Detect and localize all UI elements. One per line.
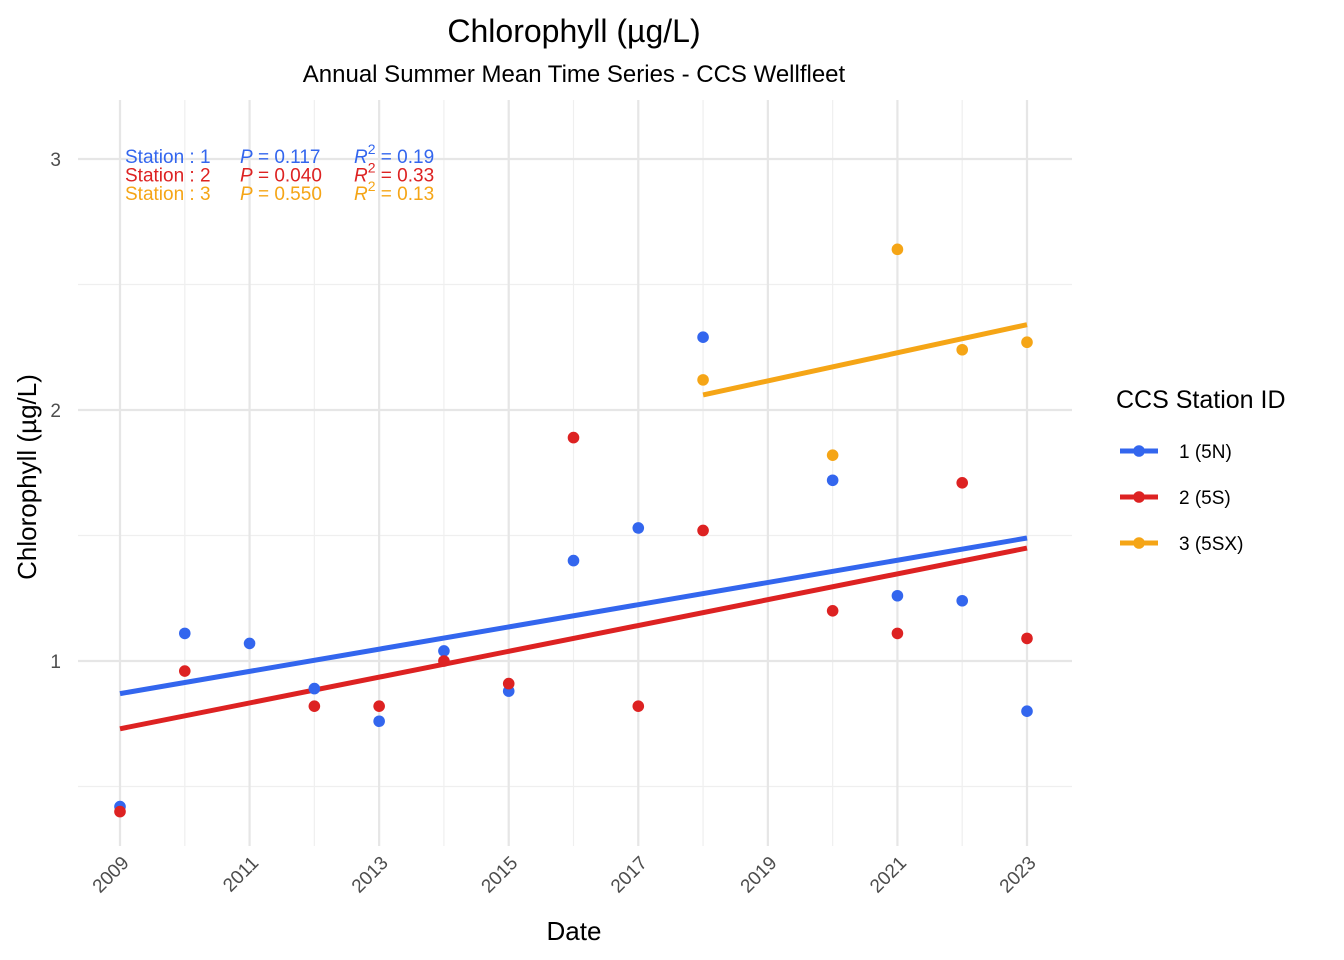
legend: CCS Station ID 1 (5N) 2 (5S) 3 (5SX)	[1116, 386, 1286, 555]
data-point-station-3	[697, 374, 709, 386]
trend-line-2	[119, 545, 1028, 732]
legend-title: CCS Station ID	[1116, 386, 1286, 414]
data-point-station-3	[1021, 336, 1033, 349]
p-symbol: P	[240, 166, 253, 187]
grid	[78, 100, 1072, 846]
data-point-station-2	[114, 805, 126, 818]
x-tick-label: 2019	[737, 853, 782, 898]
data-point-station-1	[438, 645, 450, 657]
p-value: = 0.040	[253, 166, 322, 187]
p-symbol: P	[240, 184, 253, 205]
y-tick-label: 3	[50, 150, 61, 171]
stat-r2-value: R2 = 0.33	[354, 160, 434, 187]
data-point-station-3	[891, 243, 904, 256]
data-point-station-1	[243, 637, 256, 650]
x-tick-label: 2015	[478, 853, 523, 898]
r-symbol: R	[354, 166, 368, 187]
data-point-station-1	[373, 715, 385, 728]
p-value: = 0.550	[253, 184, 322, 205]
trend-line-1	[119, 535, 1028, 697]
chart-title: Chlorophyll (µg/L)	[447, 13, 700, 49]
data-point-station-2	[178, 665, 191, 677]
legend-item-2: 2 (5S)	[1120, 488, 1231, 509]
data-point-station-1	[956, 594, 969, 607]
stat-p-value: P = 0.117	[240, 147, 320, 168]
y-tick-label: 1	[50, 652, 61, 673]
legend-item-3: 3 (5SX)	[1120, 534, 1243, 555]
chart-subtitle: Annual Summer Mean Time Series - CCS Wel…	[303, 61, 846, 88]
x-axis-ticks: 2009 2011 2013 2015 2017 2019 2021 2023	[89, 853, 1041, 898]
data-point-station-2	[697, 524, 709, 537]
stat-annotation-station-2: Station : 2 P = 0.040 R2 = 0.33	[125, 160, 434, 187]
stat-station-label: Station : 2	[125, 166, 211, 187]
p-value: = 0.117	[253, 147, 321, 168]
data-point-station-2	[502, 677, 515, 690]
r-exponent: 2	[368, 160, 376, 176]
legend-key-point	[1133, 491, 1145, 503]
trend-line-3	[702, 322, 1028, 398]
data-point-station-1	[1021, 705, 1033, 717]
data-point-station-2	[567, 431, 580, 444]
x-tick-label: 2011	[219, 853, 263, 897]
y-tick-label: 2	[50, 401, 61, 422]
trend-lines	[119, 322, 1028, 732]
data-point-station-1	[567, 554, 580, 567]
legend-label: 3 (5SX)	[1179, 534, 1243, 555]
legend-label: 2 (5S)	[1179, 488, 1231, 509]
legend-item-1: 1 (5N)	[1120, 442, 1232, 463]
stat-annotation-station-3: Station : 3 P = 0.550 R2 = 0.13	[125, 178, 434, 205]
r2-value: = 0.19	[376, 147, 435, 168]
x-tick-label: 2017	[607, 853, 652, 898]
data-point-station-2	[891, 627, 904, 640]
data-point-station-1	[178, 627, 191, 640]
r-symbol: R	[354, 147, 368, 168]
data-point-station-1	[308, 682, 321, 695]
data-point-station-2	[1021, 632, 1033, 645]
r-exponent: 2	[368, 178, 376, 194]
legend-key-point	[1133, 445, 1145, 457]
data-point-station-2	[438, 655, 450, 667]
legend-label: 1 (5N)	[1179, 442, 1232, 463]
data-point-station-3	[956, 343, 969, 356]
data-point-station-1	[697, 331, 709, 344]
data-point-station-2	[956, 476, 969, 489]
stat-p-value: P = 0.550	[240, 184, 322, 205]
data-points	[114, 243, 1033, 818]
data-point-station-2	[632, 700, 645, 712]
data-point-station-2	[373, 700, 385, 712]
data-point-station-1	[632, 522, 645, 534]
r2-value: = 0.33	[376, 166, 435, 187]
stat-station-label: Station : 1	[125, 147, 211, 168]
r-exponent: 2	[368, 141, 376, 157]
data-point-station-1	[826, 474, 839, 487]
data-point-station-2	[308, 700, 321, 712]
stat-r2-value: R2 = 0.19	[354, 141, 434, 168]
x-axis-title: Date	[547, 916, 602, 946]
stat-p-value: P = 0.040	[240, 166, 322, 187]
y-axis-title: Chlorophyll (µg/L)	[12, 374, 42, 580]
x-tick-label: 2021	[866, 853, 911, 898]
r-symbol: R	[354, 184, 368, 205]
stat-annotation-station-1: Station : 1 P = 0.117 R2 = 0.19	[125, 141, 434, 168]
x-tick-label: 2009	[89, 853, 134, 898]
stat-r2-value: R2 = 0.13	[354, 178, 434, 205]
x-tick-label: 2023	[996, 853, 1041, 898]
legend-key-point	[1133, 537, 1145, 549]
y-axis-ticks: 1 2 3	[50, 150, 61, 673]
r2-value: = 0.13	[376, 184, 435, 205]
x-tick-label: 2013	[348, 853, 393, 898]
data-point-station-2	[826, 605, 839, 617]
data-point-station-3	[826, 449, 839, 461]
data-point-station-1	[891, 589, 904, 602]
p-symbol: P	[240, 147, 253, 168]
stat-station-label: Station : 3	[125, 184, 211, 205]
